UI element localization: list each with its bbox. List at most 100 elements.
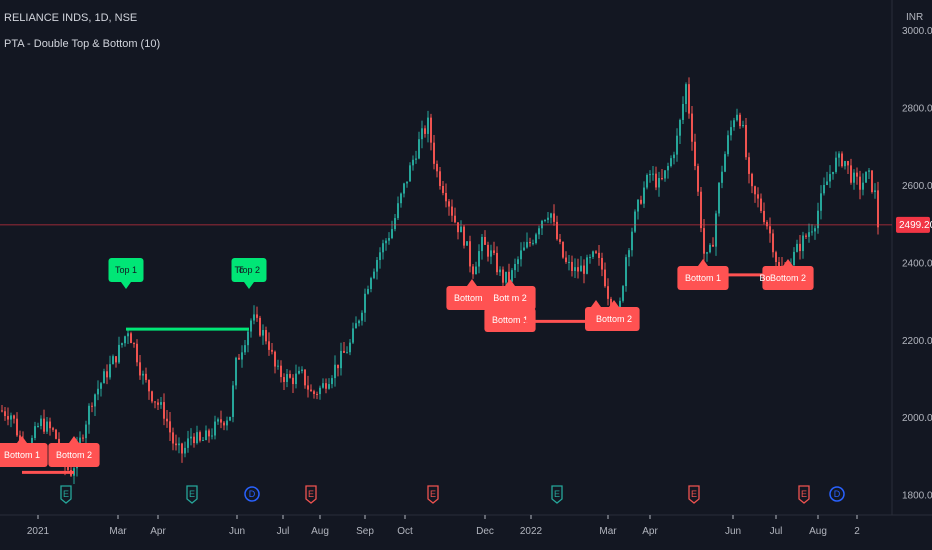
- x-tick-label: Apr: [642, 526, 658, 537]
- earnings-marker[interactable]: [60, 485, 72, 504]
- candle-body: [592, 251, 594, 257]
- dividend-marker[interactable]: [829, 486, 845, 502]
- candle-body: [112, 356, 114, 365]
- candle-body: [445, 192, 447, 202]
- candle-body: [679, 119, 681, 136]
- candle-body: [373, 271, 375, 279]
- x-tick-label: Mar: [109, 526, 127, 537]
- candle-body: [301, 369, 303, 371]
- bottom-label: Bottom 2: [596, 314, 632, 324]
- candle-body: [148, 379, 150, 392]
- candle-body: [859, 176, 861, 190]
- dividend-marker[interactable]: [244, 486, 260, 502]
- candle-body: [427, 117, 429, 134]
- candle-body: [571, 261, 573, 271]
- candle-body: [847, 161, 849, 166]
- earnings-marker[interactable]: [551, 485, 563, 504]
- x-tick-label: Jul: [770, 526, 783, 537]
- earnings-marker[interactable]: [305, 485, 317, 504]
- candle-body: [13, 415, 15, 419]
- candle-body: [322, 383, 324, 388]
- candle-body: [628, 250, 630, 258]
- candle-body: [247, 331, 249, 346]
- candle-body: [769, 226, 771, 234]
- candle-body: [103, 371, 105, 384]
- candle-body: [394, 218, 396, 230]
- candle-body: [382, 243, 384, 253]
- candle-body: [511, 270, 513, 282]
- candle-body: [217, 419, 219, 422]
- candle-body: [850, 165, 852, 183]
- candle-body: [544, 219, 546, 221]
- candle-body: [793, 251, 795, 266]
- candle-body: [349, 342, 351, 353]
- candle-body: [799, 243, 801, 252]
- candle-body: [580, 265, 582, 272]
- candle-body: [145, 373, 147, 380]
- candle-body: [127, 333, 129, 337]
- earnings-marker[interactable]: [186, 485, 198, 504]
- candle-body: [499, 269, 501, 273]
- candle-body: [226, 420, 228, 426]
- candle-body: [229, 416, 231, 421]
- candle-body: [466, 241, 468, 246]
- bottom-label-box: [484, 308, 536, 332]
- candle-body: [796, 243, 798, 252]
- candle-body: [328, 384, 330, 389]
- candle-body: [685, 84, 687, 104]
- candle-body: [274, 351, 276, 367]
- top-label-pointer: [121, 282, 131, 289]
- top-label: Top 1: [115, 265, 137, 275]
- candle-body: [184, 447, 186, 454]
- candle-body: [361, 312, 363, 321]
- candle-body: [844, 161, 846, 167]
- candle-body: [805, 235, 807, 237]
- candle-body: [292, 377, 294, 385]
- candle-body: [625, 257, 627, 287]
- candle-body: [814, 228, 816, 232]
- candle-body: [397, 203, 399, 219]
- overlap-label: Tc: [235, 265, 245, 275]
- candle-body: [220, 419, 222, 423]
- indicator-legend[interactable]: PTA - Double Top & Bottom (10): [4, 38, 161, 50]
- y-tick-label: 2400.00: [902, 258, 932, 269]
- candle-body: [16, 418, 18, 436]
- candle-body: [400, 193, 402, 204]
- candle-body: [91, 405, 93, 407]
- candle-body: [811, 231, 813, 233]
- candle-body: [520, 250, 522, 260]
- earnings-marker[interactable]: [427, 485, 439, 504]
- candle-body: [325, 383, 327, 389]
- candle-body: [823, 184, 825, 194]
- candle-body: [475, 266, 477, 275]
- candle-body: [550, 213, 552, 218]
- candle-body: [379, 252, 381, 261]
- candle-body: [277, 365, 279, 367]
- candle-body: [802, 235, 804, 252]
- symbol-title[interactable]: RELIANCE INDS, 1D, NSE: [4, 12, 138, 24]
- earnings-marker[interactable]: [688, 485, 700, 504]
- candle-body: [664, 170, 666, 179]
- candle-body: [157, 402, 159, 405]
- candle-body: [202, 440, 204, 442]
- candle-body: [238, 357, 240, 360]
- earnings-label: E: [308, 489, 314, 499]
- candle-body: [418, 139, 420, 159]
- candle-body: [181, 443, 183, 454]
- candle-body: [463, 226, 465, 246]
- earnings-marker[interactable]: [798, 485, 810, 504]
- candle-body: [265, 330, 267, 342]
- top-label: Top 2: [238, 265, 260, 275]
- candle-body: [724, 154, 726, 172]
- candle-body: [658, 178, 660, 188]
- candle-body: [169, 421, 171, 433]
- candle-body: [334, 364, 336, 379]
- candle-body: [136, 343, 138, 363]
- candle-body: [607, 286, 609, 299]
- candle-body: [676, 135, 678, 155]
- candle-body: [196, 432, 198, 444]
- bottom-label: Bottom 1: [685, 273, 721, 283]
- candle-body: [871, 170, 873, 192]
- candle-body: [82, 437, 84, 439]
